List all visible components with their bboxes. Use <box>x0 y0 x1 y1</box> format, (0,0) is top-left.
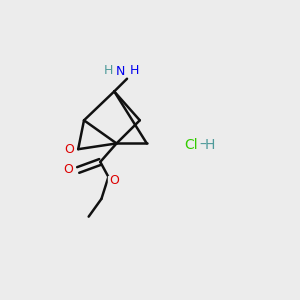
Bar <box>63 165 74 175</box>
Text: O: O <box>109 174 119 187</box>
Text: Cl: Cl <box>184 138 198 152</box>
Text: H: H <box>204 138 215 152</box>
Text: H: H <box>129 64 139 77</box>
Bar <box>108 176 120 185</box>
Text: H: H <box>104 64 113 77</box>
Text: O: O <box>64 143 74 156</box>
Text: –: – <box>199 138 206 152</box>
Text: N: N <box>116 65 125 78</box>
Text: O: O <box>64 164 74 176</box>
Bar <box>64 145 75 154</box>
